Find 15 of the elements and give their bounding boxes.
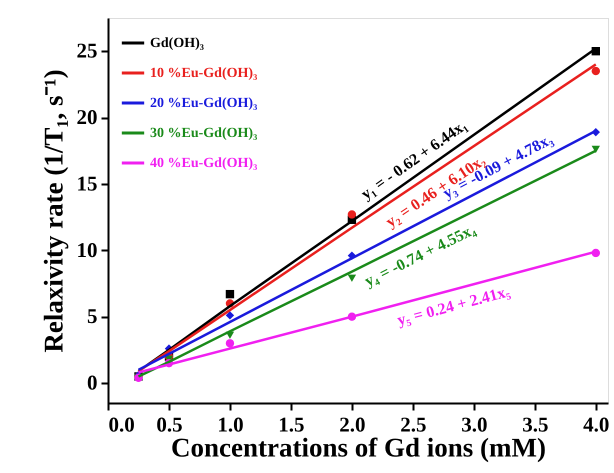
legend-label: 30 %Eu-Gd(OH)₃ [150,126,258,141]
y-tick-label: 25 [76,38,98,63]
y-axis-title: Relaxivity rate (1/T₁, s⁻¹) [38,69,68,353]
y-tick-label: 15 [76,171,98,196]
legend-label: 40 %Eu-Gd(OH)₃ [150,156,258,171]
x-tick-label: 4.0 [583,412,610,436]
y-tick-label: 10 [76,238,98,262]
legend-label: Gd(OH)₃ [150,36,204,51]
x-tick-label: 0.0 [108,412,135,436]
y-tick-label: 20 [76,105,98,130]
annotation: y₅ = 0.24 + 2.41x₅ [396,283,512,330]
y-tick-label: 5 [87,304,98,328]
legend-label: 10 %Eu-Gd(OH)₃ [150,66,258,81]
y-tick-label: 0 [87,370,98,395]
legend-label: 20 %Eu-Gd(OH)₃ [150,96,258,111]
